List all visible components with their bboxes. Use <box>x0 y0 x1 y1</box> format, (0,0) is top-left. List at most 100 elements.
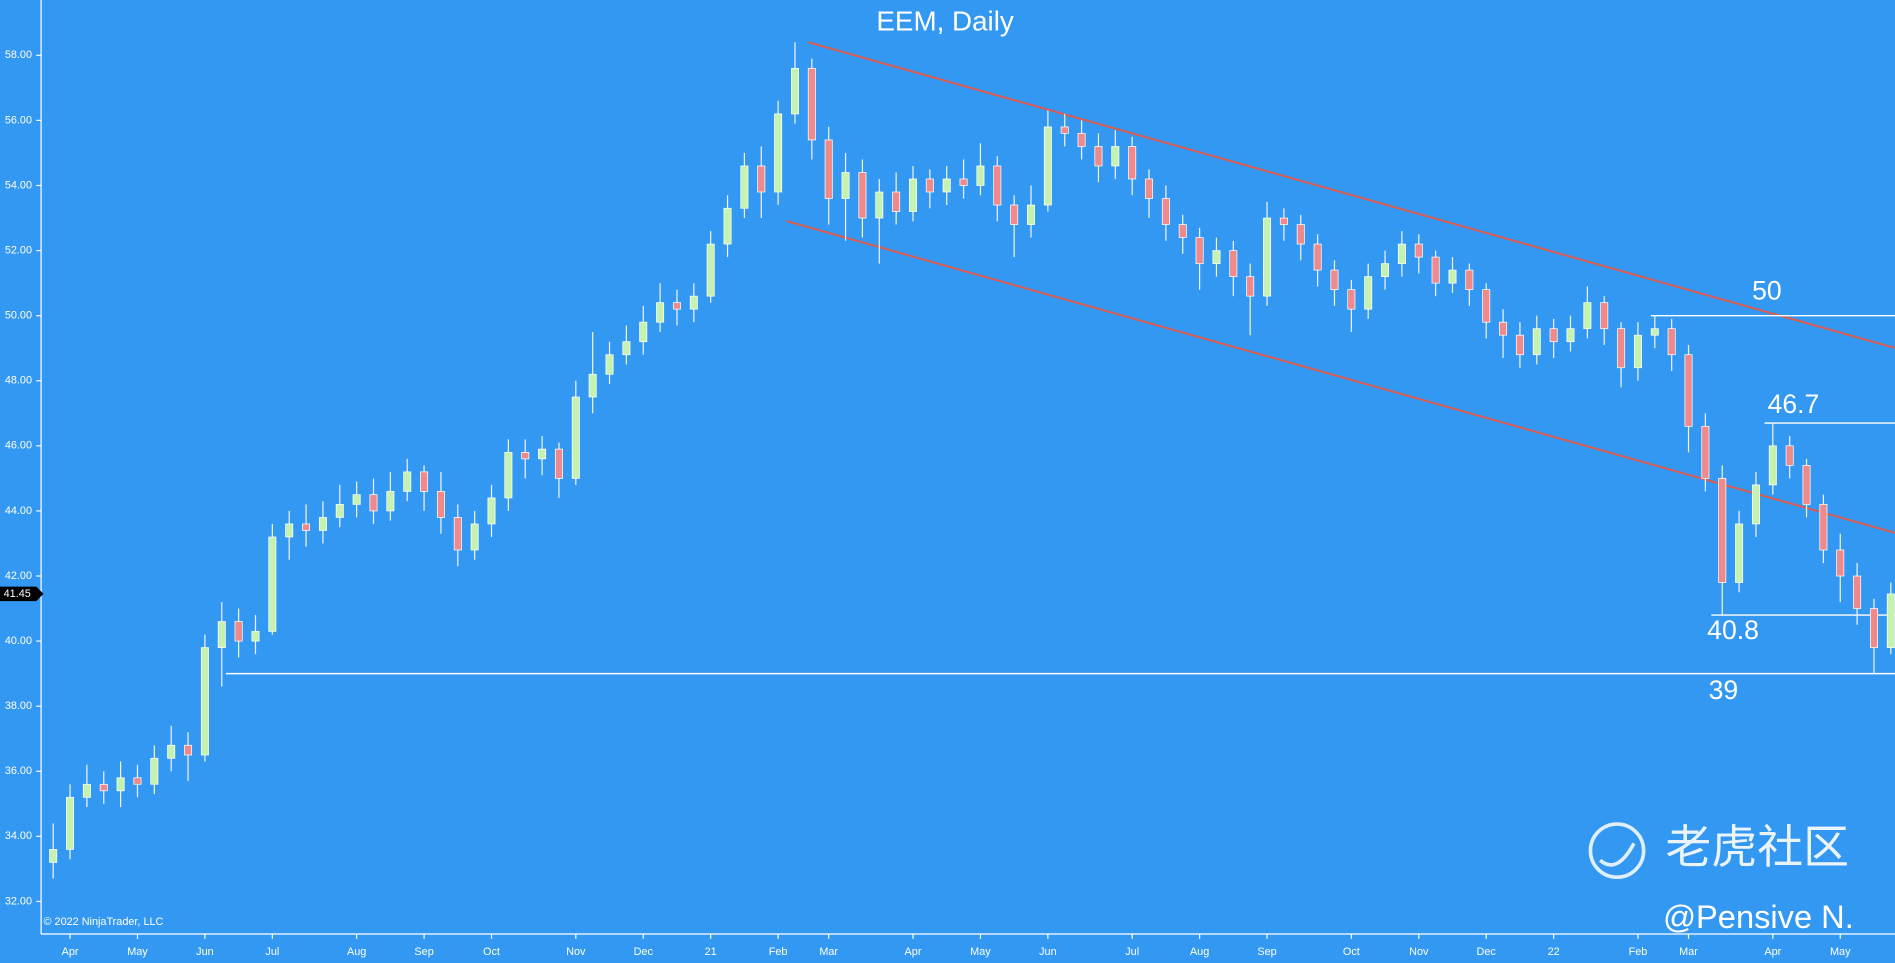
candle-body <box>1279 217 1288 225</box>
last-price-tag <box>0 586 44 602</box>
last-price-label: 41.45 <box>4 588 31 600</box>
candle-body <box>1448 269 1457 284</box>
x-tick-label: May <box>1830 946 1851 958</box>
candle-body <box>689 295 698 310</box>
candle-body <box>1886 593 1895 648</box>
candle-body <box>1617 328 1626 369</box>
candle-body <box>959 178 968 186</box>
candle-body <box>66 796 75 850</box>
candle-body <box>774 113 783 193</box>
candle-body <box>1431 256 1440 284</box>
chart-title: EEM, Daily <box>876 5 1014 36</box>
x-tick-label: May <box>127 946 148 958</box>
level-label: 46.7 <box>1768 389 1820 419</box>
candle-body <box>1532 328 1541 356</box>
candle-body <box>1836 549 1845 577</box>
candle-body <box>234 621 243 642</box>
candle-body <box>1347 289 1356 310</box>
candle-body <box>723 207 732 245</box>
candle-body <box>1499 321 1508 336</box>
candle-body <box>588 373 597 398</box>
candle-body <box>184 744 193 756</box>
candle-body <box>1785 445 1794 466</box>
y-tick-label: 56.00 <box>5 114 32 126</box>
candle-body <box>1667 328 1676 356</box>
x-tick-label: Feb <box>769 946 788 958</box>
candle-body <box>1111 146 1120 167</box>
y-tick-label: 34.00 <box>5 830 32 842</box>
candle-body <box>504 451 513 499</box>
candle-body <box>1414 243 1423 258</box>
y-tick-label: 48.00 <box>5 375 32 387</box>
candle-body <box>335 504 344 518</box>
candle-body <box>1819 504 1828 551</box>
x-tick-label: Oct <box>483 946 500 958</box>
candle-body <box>1701 425 1710 479</box>
x-tick-label: Nov <box>566 946 586 958</box>
candle-body <box>99 783 108 792</box>
x-tick-label: Dec <box>634 946 654 958</box>
candle-body <box>976 165 985 186</box>
candle-body <box>217 621 226 648</box>
candle-body <box>1027 204 1035 225</box>
candle-body <box>1060 126 1069 134</box>
candle-body <box>150 757 159 785</box>
candle-body <box>1751 484 1760 525</box>
candle-body <box>1515 334 1524 356</box>
level-label: 39 <box>1709 675 1739 705</box>
level-label: 40.8 <box>1707 615 1759 645</box>
candle-body <box>824 139 833 199</box>
candle-body <box>1869 608 1878 648</box>
x-tick-label: Sep <box>1257 946 1276 958</box>
x-tick-label: Jun <box>1039 946 1057 958</box>
candle-body <box>251 630 260 642</box>
candle-body <box>1246 276 1255 297</box>
candle-body <box>369 494 378 512</box>
candle-body <box>1768 445 1777 486</box>
candle-body <box>605 354 614 375</box>
candle-body <box>1718 478 1727 583</box>
candle-body <box>268 536 277 632</box>
candle-body <box>1633 334 1642 369</box>
candle-body <box>1735 523 1744 583</box>
y-tick-label: 44.00 <box>5 505 32 517</box>
candle-body <box>858 172 867 219</box>
candle-body <box>1650 328 1659 336</box>
x-tick-label: Sep <box>414 946 433 958</box>
x-tick-label: Apr <box>1764 946 1781 958</box>
candle-body <box>1195 237 1204 264</box>
y-tick-label: 36.00 <box>5 765 32 777</box>
x-tick-label: 21 <box>705 946 717 958</box>
x-tick-label: Dec <box>1477 946 1497 958</box>
candle-body <box>942 178 951 193</box>
x-tick-label: Aug <box>1190 946 1209 958</box>
candle-body <box>133 777 142 785</box>
candle-body <box>1330 269 1339 291</box>
candle-body <box>1296 224 1305 245</box>
candle-body <box>993 165 1002 206</box>
x-tick-label: Aug <box>347 946 366 958</box>
x-tick-label: Jun <box>196 946 214 958</box>
copyright: © 2022 NinjaTrader, LLC <box>44 916 164 928</box>
candle-body <box>1263 217 1272 297</box>
y-tick-label: 32.00 <box>5 895 32 907</box>
candle-body <box>892 191 901 212</box>
x-tick-label: Jul <box>1125 946 1139 958</box>
y-tick-label: 54.00 <box>5 179 32 191</box>
candle-body <box>318 517 327 531</box>
candle-body <box>1397 243 1406 264</box>
candle-body <box>1600 302 1609 330</box>
candle-body <box>925 178 934 193</box>
candle-body <box>200 647 209 756</box>
candle-body <box>302 523 311 531</box>
y-tick-label: 52.00 <box>5 244 32 256</box>
candle-body <box>656 302 665 323</box>
candle-body <box>554 448 563 479</box>
candle-body <box>1802 465 1811 505</box>
candle-body <box>1583 302 1592 330</box>
y-tick-label: 42.00 <box>5 570 32 582</box>
candle-body <box>1313 243 1322 271</box>
